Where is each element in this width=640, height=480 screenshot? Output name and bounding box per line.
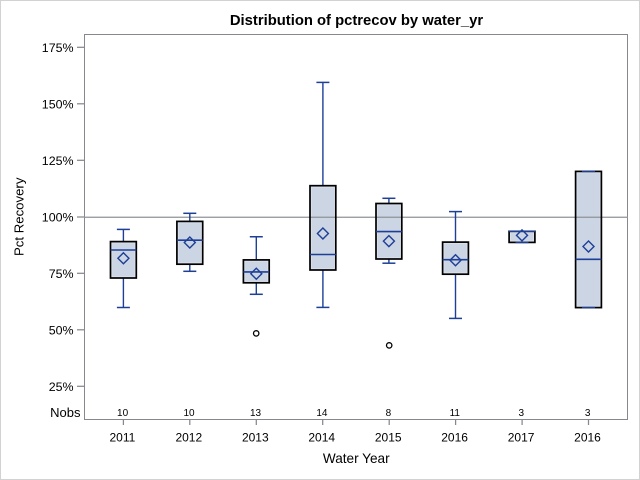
- svg-text:2012: 2012: [175, 430, 202, 444]
- svg-text:Distribution of pctrecov by wa: Distribution of pctrecov by water_yr: [230, 13, 483, 29]
- svg-text:175%: 175%: [42, 41, 74, 55]
- svg-text:2011: 2011: [109, 430, 135, 444]
- svg-text:125%: 125%: [42, 154, 74, 168]
- svg-text:2017: 2017: [508, 430, 535, 444]
- svg-text:13: 13: [250, 408, 262, 419]
- svg-text:14: 14: [316, 408, 328, 419]
- svg-text:Water Year: Water Year: [323, 451, 390, 466]
- svg-text:50%: 50%: [49, 323, 74, 337]
- svg-text:10: 10: [183, 408, 195, 419]
- svg-text:100%: 100%: [42, 210, 74, 224]
- svg-text:11: 11: [450, 408, 461, 419]
- svg-text:2013: 2013: [242, 430, 269, 444]
- svg-text:8: 8: [386, 408, 392, 419]
- svg-text:2016: 2016: [441, 430, 468, 444]
- svg-text:2016: 2016: [574, 430, 601, 444]
- svg-text:3: 3: [585, 408, 591, 419]
- svg-text:Pct Recovery: Pct Recovery: [11, 177, 26, 256]
- svg-text:25%: 25%: [49, 380, 74, 394]
- svg-text:2014: 2014: [308, 430, 335, 444]
- svg-text:3: 3: [519, 408, 525, 419]
- svg-text:2015: 2015: [375, 430, 402, 444]
- svg-text:Nobs: Nobs: [50, 405, 81, 420]
- svg-text:10: 10: [117, 408, 129, 419]
- svg-text:75%: 75%: [49, 267, 74, 281]
- svg-text:150%: 150%: [42, 97, 74, 111]
